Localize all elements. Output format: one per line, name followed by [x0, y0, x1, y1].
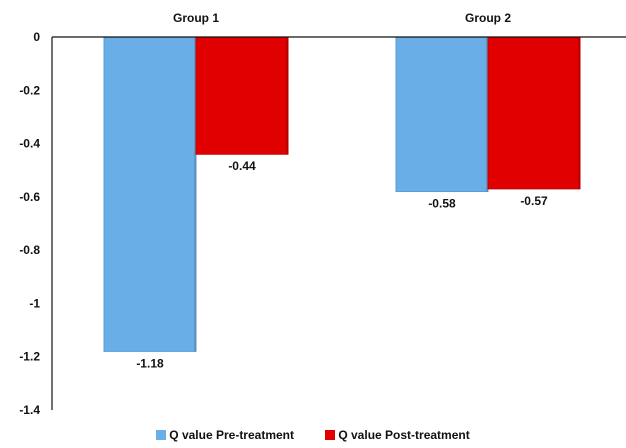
- bar-post-treatment: [195, 36, 289, 155]
- bar-post-treatment: [487, 36, 581, 190]
- y-tick-label: -0.6: [19, 190, 40, 204]
- y-axis-ticks: 0 -0.2 -0.4 -0.6 -0.8 -1 -1.2 -1.4: [19, 30, 40, 417]
- legend-item-post: Q value Post-treatment: [325, 428, 470, 442]
- y-tick-label: 0: [33, 30, 40, 44]
- bar-shadow: [578, 37, 580, 189]
- y-tick-label: -0.2: [19, 83, 40, 97]
- data-label: -1.18: [136, 356, 164, 370]
- y-tick-label: -1.2: [19, 350, 40, 364]
- data-labels: -1.18 -0.58 -0.44 -0.57: [136, 159, 548, 370]
- y-tick-label: -0.8: [19, 243, 40, 257]
- legend-swatch-pre: [156, 430, 167, 440]
- data-label: -0.44: [228, 159, 256, 173]
- legend-label-pre: Q value Pre-treatment: [169, 428, 294, 442]
- y-tick-label: -1.4: [19, 403, 40, 417]
- legend-item-pre: Q value Pre-treatment: [156, 428, 294, 442]
- bar-shadow: [286, 37, 288, 155]
- bar-shadow: [486, 37, 488, 192]
- bar-shadow: [194, 37, 196, 352]
- y-tick-label: -1: [29, 296, 40, 310]
- legend-label-post: Q value Post-treatment: [338, 428, 470, 442]
- legend-swatch-post: [325, 430, 336, 440]
- category-labels: Group 1 Group 2: [173, 11, 511, 25]
- axes: [51, 36, 626, 410]
- legend: Q value Pre-treatment Q value Post-treat…: [0, 428, 626, 442]
- bar-pre-treatment: [395, 36, 489, 193]
- y-tick-label: -0.4: [19, 137, 40, 151]
- bar-pre-treatment: [103, 36, 197, 352]
- data-label: -0.58: [428, 197, 456, 211]
- bars: [103, 36, 581, 352]
- category-label: Group 1: [173, 11, 219, 25]
- data-label: -0.57: [520, 194, 548, 208]
- category-label: Group 2: [465, 11, 511, 25]
